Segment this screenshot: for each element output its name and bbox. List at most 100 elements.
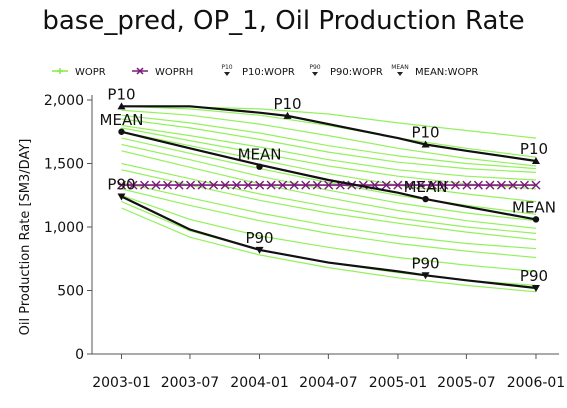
axes: 0 500 1,000 1,500 2,000 2003-01 2003-07 2004-01… xyxy=(18,93,565,391)
woprh-marker xyxy=(266,180,276,190)
woprh-marker xyxy=(416,180,426,190)
legend-marker-text: P10 xyxy=(221,64,232,71)
p10-data-label: P10 xyxy=(273,95,301,113)
legend-label: WOPRH xyxy=(155,67,193,78)
ensemble-line-14 xyxy=(121,181,537,250)
ensemble-line-11 xyxy=(121,150,537,229)
legend-item-p10-wopr: P10 P10:WOPR xyxy=(221,64,295,78)
y-tick-label: 0 xyxy=(75,347,84,363)
p90-marker xyxy=(531,284,540,292)
woprh-marker xyxy=(151,180,161,190)
woprh-marker xyxy=(381,180,391,190)
woprh-marker xyxy=(209,180,219,190)
p90-marker xyxy=(255,246,264,254)
chart-title: base_pred, OP_1, Oil Production Rate xyxy=(42,6,525,36)
mean-line xyxy=(121,130,537,221)
mean-marker xyxy=(422,195,429,203)
woprh-marker xyxy=(324,180,334,190)
mean-marker xyxy=(256,163,263,170)
p10-marker xyxy=(421,140,430,148)
y-tick-label: 1,000 xyxy=(44,220,84,236)
y-axis-label: Oil Production Rate [SM3/DAY] xyxy=(18,139,33,336)
legend-marker xyxy=(312,72,318,76)
p10-line xyxy=(121,105,537,163)
woprh-marker xyxy=(312,180,322,190)
ensemble-line-5 xyxy=(121,118,537,173)
x-tick-label: 2006-01 xyxy=(507,375,566,391)
woprh-marker xyxy=(450,180,460,190)
legend-marker xyxy=(136,67,144,75)
legend-label: MEAN:WOPR xyxy=(415,67,478,78)
legend-item-woprh: WOPRH xyxy=(132,67,193,78)
mean-data-label: MEAN xyxy=(238,146,282,164)
y-tick-label: 2,000 xyxy=(44,93,84,109)
woprh-marker xyxy=(243,180,253,190)
legend-marker xyxy=(397,72,403,76)
p10-marker xyxy=(283,111,292,119)
legend: WOPR WOPRH P10 P10:WOPR P90 P90:WOPR MEAN MEAN:… xyxy=(52,64,478,78)
woprh-marker xyxy=(117,180,126,190)
legend-marker-text: P90 xyxy=(309,64,320,71)
woprh-marker xyxy=(404,180,414,190)
mean-data-label: MEAN xyxy=(100,111,144,129)
p90-data-label: P90 xyxy=(411,254,439,272)
woprh-marker xyxy=(427,180,437,190)
p90-data-label: P90 xyxy=(520,267,548,285)
legend-label: P90:WOPR xyxy=(330,67,383,78)
x-tick-label: 2003-07 xyxy=(161,375,220,391)
woprh-marker xyxy=(128,180,138,190)
ensemble-line-12 xyxy=(121,162,537,234)
p90-marker xyxy=(421,272,430,280)
woprh-marker xyxy=(278,180,288,190)
mean-marker xyxy=(118,128,125,135)
series-layer: P10 P10 P10 P10 MEAN MEAN MEAN MEAN P90 P90 P90 P90 xyxy=(100,85,556,293)
p90-data-label: P90 xyxy=(107,176,135,194)
woprh-marker xyxy=(508,180,518,190)
ensemble-line-16 xyxy=(121,194,537,272)
x-tick-label: 2004-07 xyxy=(299,375,358,391)
ensemble-line-4 xyxy=(121,114,537,170)
p10-data-label: P10 xyxy=(520,140,548,158)
legend-label: WOPR xyxy=(75,67,106,78)
ensemble-line-8 xyxy=(121,131,537,203)
legend-label: P10:WOPR xyxy=(242,67,295,78)
p90-marker xyxy=(117,193,126,201)
x-tick-label: 2005-07 xyxy=(437,375,496,391)
woprh-marker xyxy=(186,180,196,190)
x-tick-label: 2004-01 xyxy=(230,375,289,391)
woprh-marker xyxy=(174,180,184,190)
ensemble-line-6 xyxy=(121,124,537,181)
woprh-marker xyxy=(485,180,495,190)
ensemble-line-3 xyxy=(121,109,537,167)
woprh-marker xyxy=(255,180,265,190)
mean-marker xyxy=(532,216,540,223)
x-tick-label: 2005-01 xyxy=(369,375,428,391)
woprh-marker xyxy=(439,180,449,190)
ensemble-line-15 xyxy=(121,188,537,259)
woprh-marker xyxy=(519,180,529,190)
mean-data-label: MEAN xyxy=(404,178,448,196)
woprh-marker xyxy=(140,180,150,190)
woprh-marker xyxy=(473,180,483,190)
x-tick-label: 2003-01 xyxy=(92,375,151,391)
p10-data-label: P10 xyxy=(107,85,135,103)
woprh-marker xyxy=(289,180,299,190)
p10-marker xyxy=(117,102,126,110)
legend-marker-text: MEAN xyxy=(391,64,409,71)
woprh-marker xyxy=(220,180,230,190)
p10-marker xyxy=(531,156,540,164)
woprh-marker xyxy=(232,180,242,190)
ensemble-line-10 xyxy=(121,143,537,222)
legend-item-wopr: WOPR xyxy=(52,67,106,78)
woprh-marker xyxy=(301,180,311,190)
p90-data-label: P90 xyxy=(245,229,273,247)
woprh-marker xyxy=(496,180,506,190)
legend-marker xyxy=(57,68,63,74)
woprh-marker xyxy=(462,180,472,190)
p10-data-label: P10 xyxy=(411,123,439,141)
p90-line xyxy=(121,195,537,290)
woprh-marker xyxy=(163,180,173,190)
mean-data-label: MEAN xyxy=(512,198,556,216)
legend-item-mean-wopr: MEAN MEAN:WOPR xyxy=(391,64,478,78)
